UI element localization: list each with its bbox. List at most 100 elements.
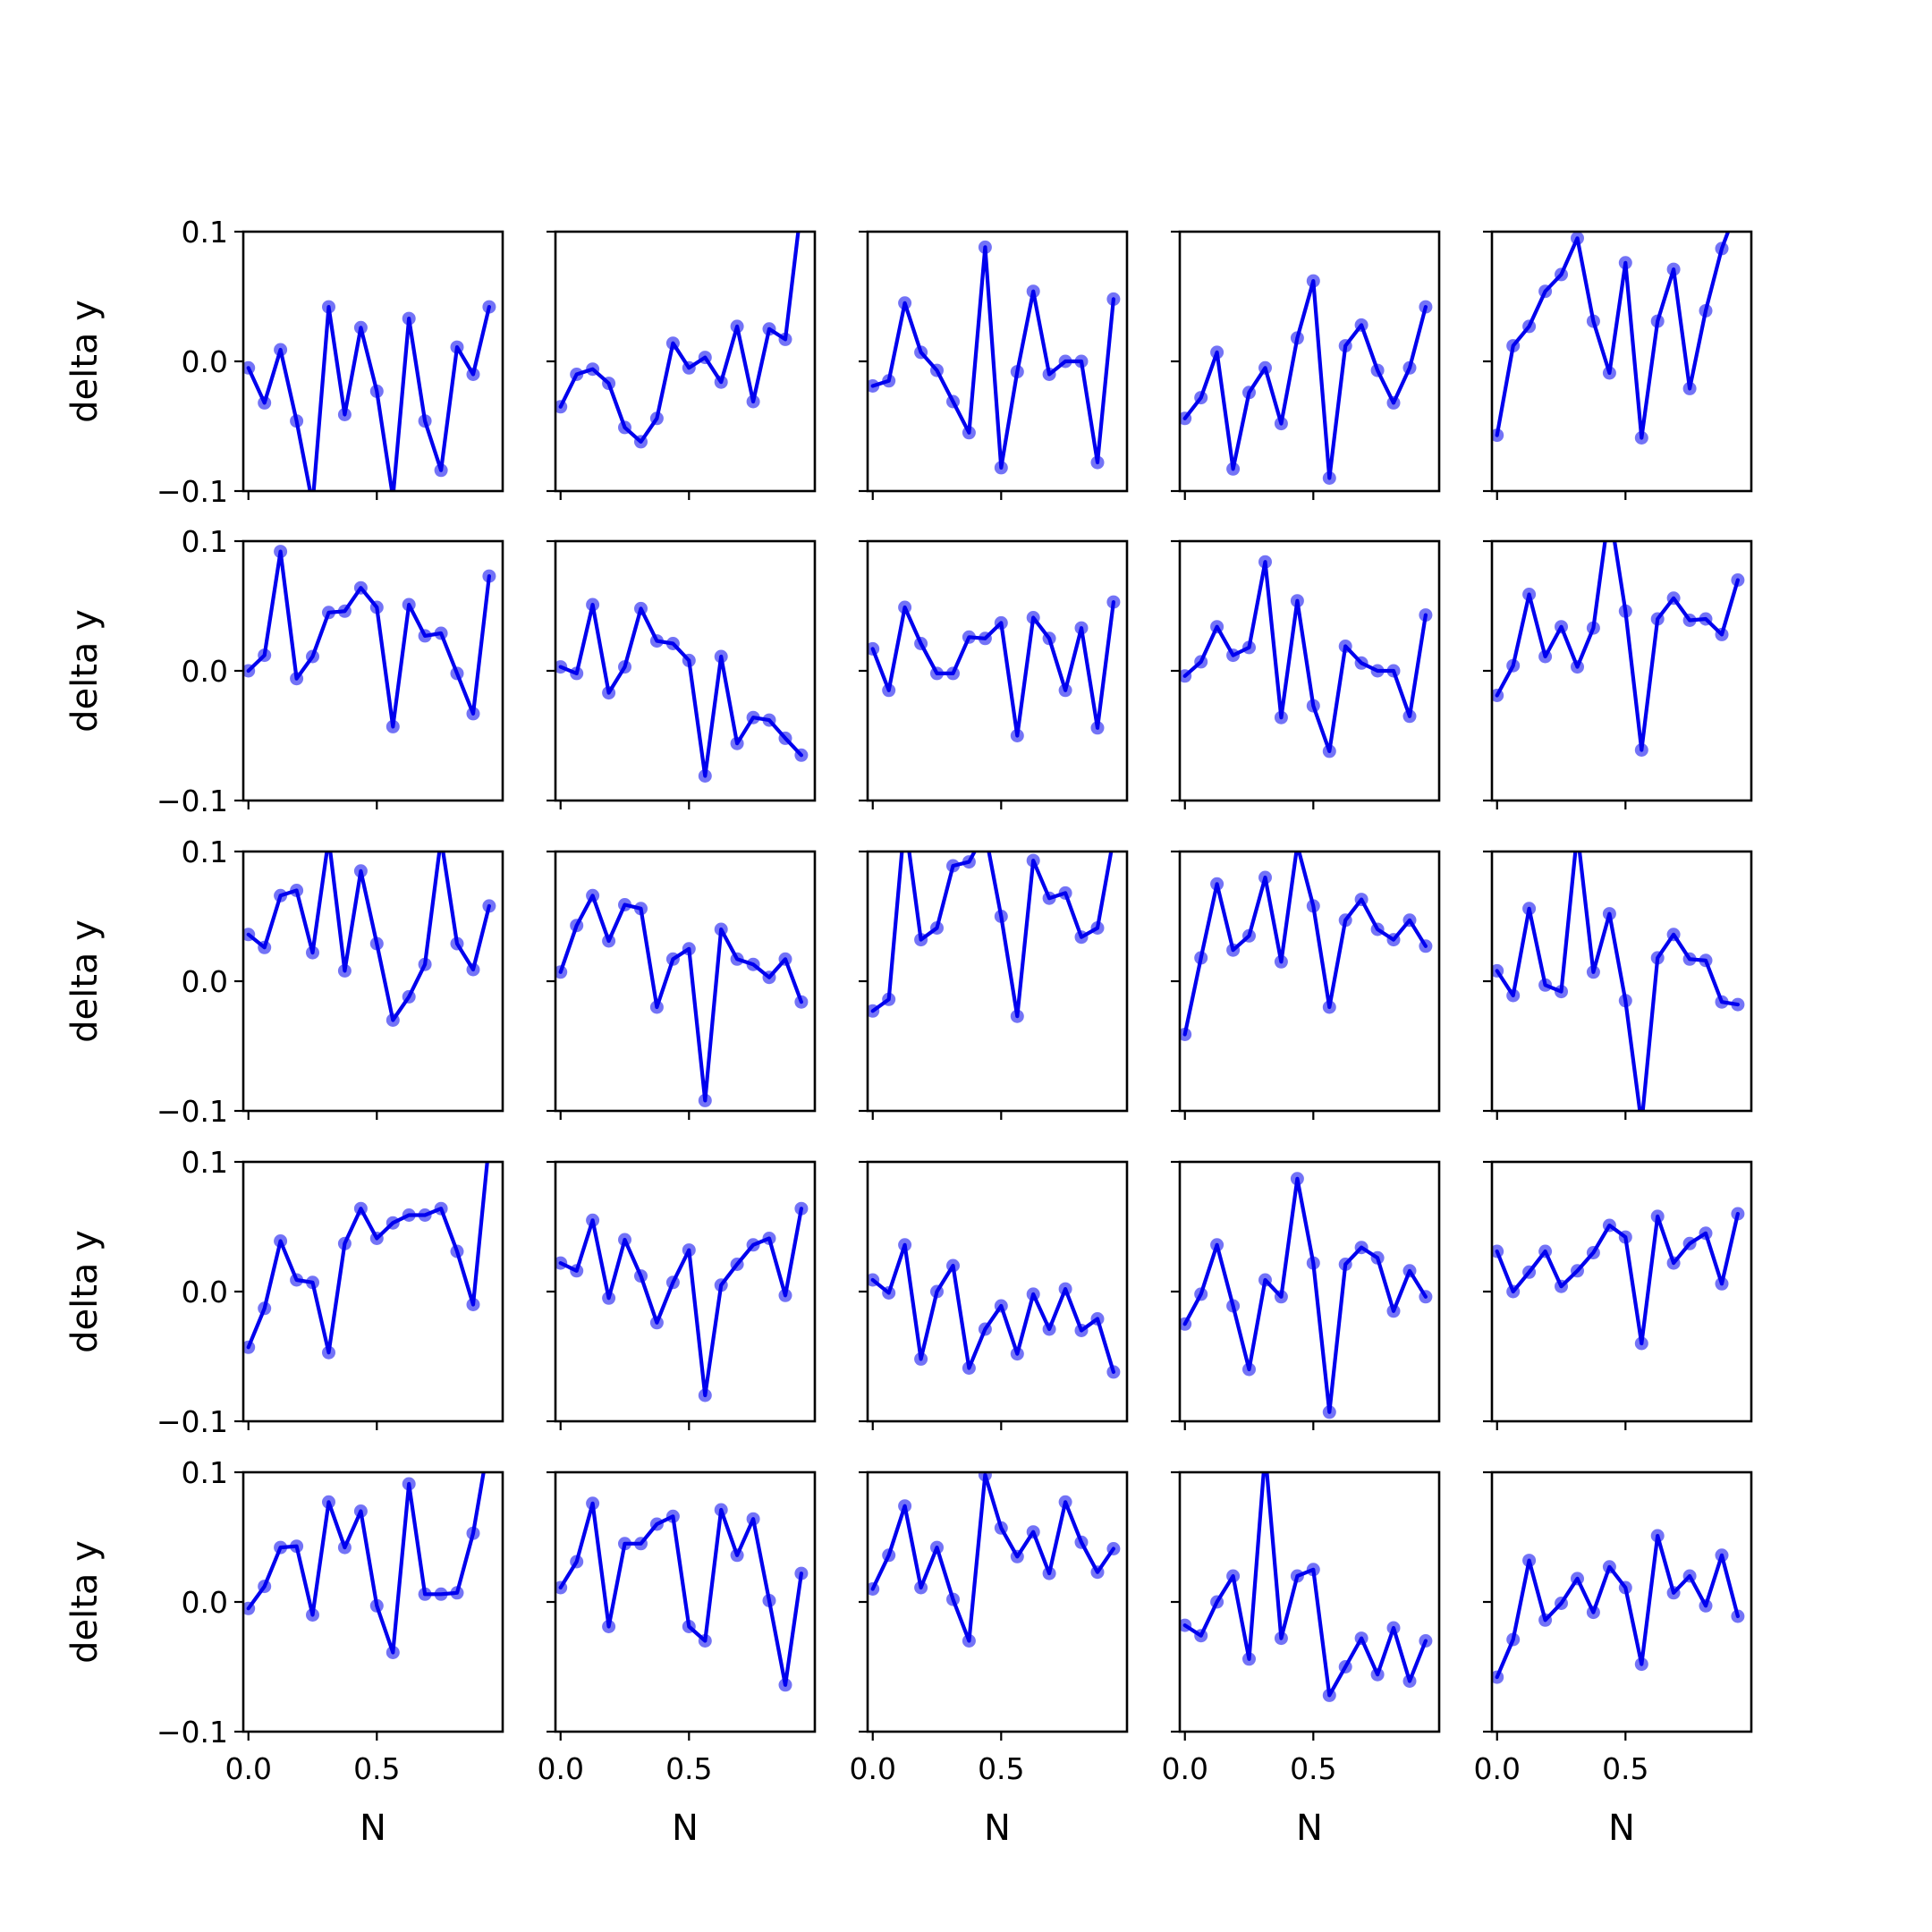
data-point [602,1291,616,1305]
data-point [1274,710,1288,724]
data-point [1090,1565,1105,1580]
series-line [1495,541,1741,752]
data-point [353,864,368,878]
data-point [914,1580,928,1595]
data-point [602,934,616,948]
data-point [586,1213,600,1227]
data-point [1618,1580,1632,1595]
series-group [555,1201,809,1402]
data-point [618,420,631,435]
data-point [555,1580,568,1595]
data-point [1290,1172,1304,1186]
data-point [418,414,432,428]
subplot-r2-c5 [1483,502,1753,809]
data-point [1586,1246,1600,1259]
data-point [337,963,352,978]
data-point [1506,339,1521,353]
y-axis-label: delta y [64,300,106,423]
data-point [746,1512,760,1526]
data-point [1226,1569,1241,1583]
data-point [482,1136,496,1149]
data-point [868,641,880,656]
data-point [290,1273,304,1287]
data-point [1194,391,1208,405]
data-point [1026,853,1040,868]
x-tick-label: 0.5 [978,1751,1024,1786]
data-point [698,1388,712,1402]
series-group [243,545,496,733]
subplot-r1-c5 [1483,230,1753,500]
data-point [1258,1273,1272,1287]
data-point [1419,300,1433,314]
data-point [322,1495,335,1509]
data-point [1026,284,1040,299]
data-point [1650,612,1665,626]
x-tick-label: 0.0 [225,1751,272,1786]
data-point [730,319,744,334]
data-point [1419,1290,1433,1304]
series-line [1495,1533,1741,1680]
data-point [1731,573,1745,587]
data-point [258,648,272,663]
data-point [1090,455,1105,470]
series-group [1492,502,1745,757]
data-point [602,1620,616,1633]
data-point [1419,1634,1433,1648]
data-point [1731,1609,1745,1623]
y-axis-label: delta y [64,1540,106,1664]
data-point [482,300,496,314]
y-tick-label: 0.1 [182,524,228,559]
data-point [1699,1598,1713,1613]
data-point [290,672,304,686]
data-point [698,1634,712,1648]
data-point [1306,699,1320,713]
data-point [402,989,416,1004]
data-point [1274,417,1288,431]
data-point [794,1566,809,1580]
data-point [1010,1549,1024,1563]
x-tick-label: 0.5 [1602,1751,1648,1786]
subplot-r5-c3: 0.0 0.5 N [850,1470,1129,1849]
subplot-r3-c2 [547,850,817,1120]
data-point [730,736,744,750]
data-point [1058,683,1072,698]
data-point [386,1013,400,1027]
data-point [570,368,584,381]
data-point [1226,648,1241,663]
data-point [794,199,808,213]
data-point [930,1540,944,1555]
data-point [868,1273,880,1287]
data-point [1226,462,1241,476]
series-line [1182,279,1428,480]
series-group [868,240,1121,475]
data-point [1492,1670,1504,1684]
data-point [337,408,352,421]
data-point [322,300,335,314]
data-point [979,826,992,839]
data-point [1603,502,1616,515]
data-point [962,855,976,869]
data-point [1338,640,1352,653]
series-line [870,245,1116,470]
subplot-r5-c4: 0.0 0.5 N [1162,1470,1441,1849]
data-point [1210,1238,1224,1252]
data-point [1042,1566,1056,1580]
data-point [1419,608,1433,623]
data-point [946,859,960,873]
y-tick-label: 0.0 [182,1585,228,1620]
subplot-r4-c1: −0.1 0.0 0.1 delta y [64,1136,504,1439]
data-point [1666,928,1681,942]
data-point [1682,381,1697,395]
data-point [1538,649,1553,664]
data-point [1492,689,1504,702]
data-point [882,374,896,388]
data-point [290,414,304,428]
axes-frame [554,539,817,802]
y-tick-label: −0.1 [157,1094,228,1129]
data-point [466,962,480,977]
series-group [868,826,1114,1023]
series-group [1180,852,1433,1041]
series-line [1495,1211,1741,1346]
series-group [555,1496,809,1692]
data-point [898,1499,912,1513]
